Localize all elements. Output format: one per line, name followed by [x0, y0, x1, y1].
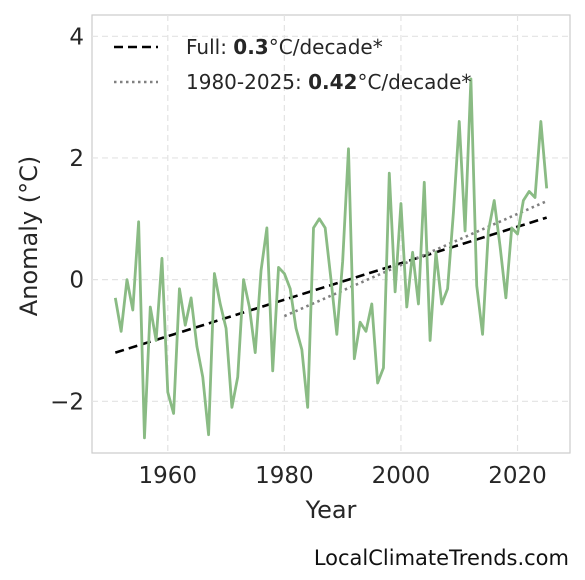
- x-axis-ticks: 1960 1980 2000 2020: [139, 463, 547, 489]
- legend: Full: 0.3°C/decade* 1980-2025: 0.42°C/de…: [114, 35, 471, 94]
- x-tick-label: 2020: [488, 463, 547, 489]
- y-tick-label: 2: [69, 146, 84, 172]
- x-axis-label: Year: [305, 496, 357, 524]
- y-tick-label: −2: [50, 389, 84, 415]
- y-tick-label: 4: [69, 24, 84, 50]
- legend-entry-1980-2025: 1980-2025: 0.42°C/decade*: [186, 70, 471, 94]
- anomaly-series-line: [113, 77, 549, 440]
- x-tick-label: 1960: [139, 463, 198, 489]
- legend-entry-full: Full: 0.3°C/decade*: [186, 35, 383, 59]
- footer-site-name: LocalClimateTrends.com: [313, 546, 569, 570]
- y-axis-label: Anomaly (°C): [15, 156, 43, 316]
- x-tick-label: 1980: [255, 463, 314, 489]
- series-lines: [113, 77, 549, 440]
- y-axis-ticks: −2 0 2 4: [50, 24, 84, 415]
- x-tick-label: 2000: [372, 463, 431, 489]
- y-tick-label: 0: [69, 268, 84, 294]
